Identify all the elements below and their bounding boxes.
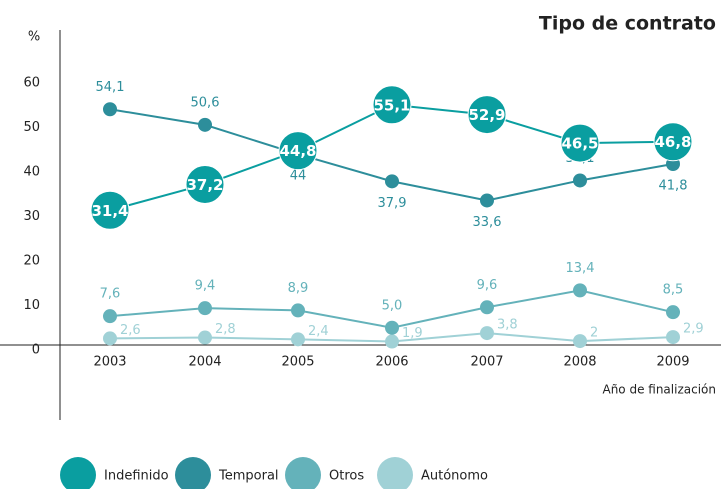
y-tick-label: 0 — [32, 343, 40, 358]
point — [480, 326, 494, 341]
point — [480, 300, 494, 315]
value-label: 8,9 — [288, 281, 309, 296]
point — [185, 164, 225, 204]
point — [480, 193, 494, 208]
value-label: 8,5 — [663, 283, 684, 298]
value-label: 2 — [590, 326, 598, 341]
y-tick-label: 20 — [23, 254, 40, 269]
point — [467, 95, 507, 135]
y-tick-label: 60 — [23, 76, 40, 91]
value-label: 55,1 — [373, 96, 410, 114]
point — [103, 102, 117, 117]
value-label: 5,0 — [382, 298, 403, 313]
x-tick-label: 2004 — [188, 355, 221, 370]
point — [278, 131, 318, 171]
value-label: 9,6 — [477, 278, 498, 293]
value-label: 2,4 — [308, 324, 329, 339]
value-label: 2,8 — [215, 322, 236, 337]
value-label: 2,6 — [120, 323, 141, 338]
y-tick-label: 40 — [23, 165, 40, 180]
y-axis-label: % — [28, 30, 40, 45]
value-label: 1,9 — [402, 326, 423, 341]
legend-swatch — [175, 457, 211, 489]
point — [198, 330, 212, 345]
point — [573, 173, 587, 188]
value-label: 54,1 — [96, 80, 125, 95]
value-label: 50,6 — [191, 95, 220, 110]
value-label: 52,9 — [468, 106, 505, 124]
value-label: 7,6 — [100, 287, 121, 302]
value-label: 33,6 — [473, 215, 502, 230]
legend-swatch — [285, 457, 321, 489]
legend-label: Autónomo — [421, 469, 488, 484]
value-label: 41,8 — [659, 178, 688, 193]
x-tick-label: 2009 — [656, 355, 689, 370]
value-label: 9,4 — [195, 279, 216, 294]
chart-title: Tipo de contrato — [539, 13, 716, 35]
y-tick-label: 50 — [23, 120, 40, 135]
point — [666, 330, 680, 345]
x-tick-label: 2006 — [375, 355, 408, 370]
point — [666, 305, 680, 320]
point — [573, 334, 587, 349]
point — [573, 283, 587, 298]
value-label: 46,5 — [561, 135, 598, 153]
x-axis-label: Año de finalización — [602, 383, 716, 397]
value-label: 37,2 — [186, 176, 223, 194]
point — [385, 174, 399, 189]
point — [291, 332, 305, 347]
value-label: 3,8 — [497, 318, 518, 333]
point — [560, 123, 600, 163]
value-label: 31,4 — [91, 202, 128, 220]
point — [103, 309, 117, 324]
y-tick-label: 10 — [23, 298, 40, 313]
legend-swatch — [60, 457, 96, 489]
point — [90, 190, 130, 230]
point — [385, 320, 399, 335]
point — [291, 303, 305, 318]
legend-swatch — [377, 457, 413, 489]
legend-label: Temporal — [218, 469, 279, 484]
x-tick-label: 2005 — [281, 355, 314, 370]
value-label: 37,9 — [378, 196, 407, 211]
x-tick-label: 2003 — [93, 355, 126, 370]
value-label: 44,8 — [279, 142, 316, 160]
value-label: 13,4 — [566, 261, 595, 276]
point — [372, 85, 412, 125]
legend-label: Indefinido — [104, 469, 169, 484]
point — [103, 331, 117, 346]
value-label: 46,8 — [654, 133, 691, 151]
legend-label: Otros — [329, 469, 364, 484]
x-tick-label: 2008 — [563, 355, 596, 370]
point — [198, 117, 212, 132]
x-tick-label: 2007 — [470, 355, 503, 370]
point — [385, 334, 399, 349]
value-label: 2,9 — [683, 322, 704, 337]
point — [198, 301, 212, 316]
point — [653, 122, 693, 162]
value-label: 44 — [290, 169, 307, 184]
y-tick-label: 30 — [23, 209, 40, 224]
